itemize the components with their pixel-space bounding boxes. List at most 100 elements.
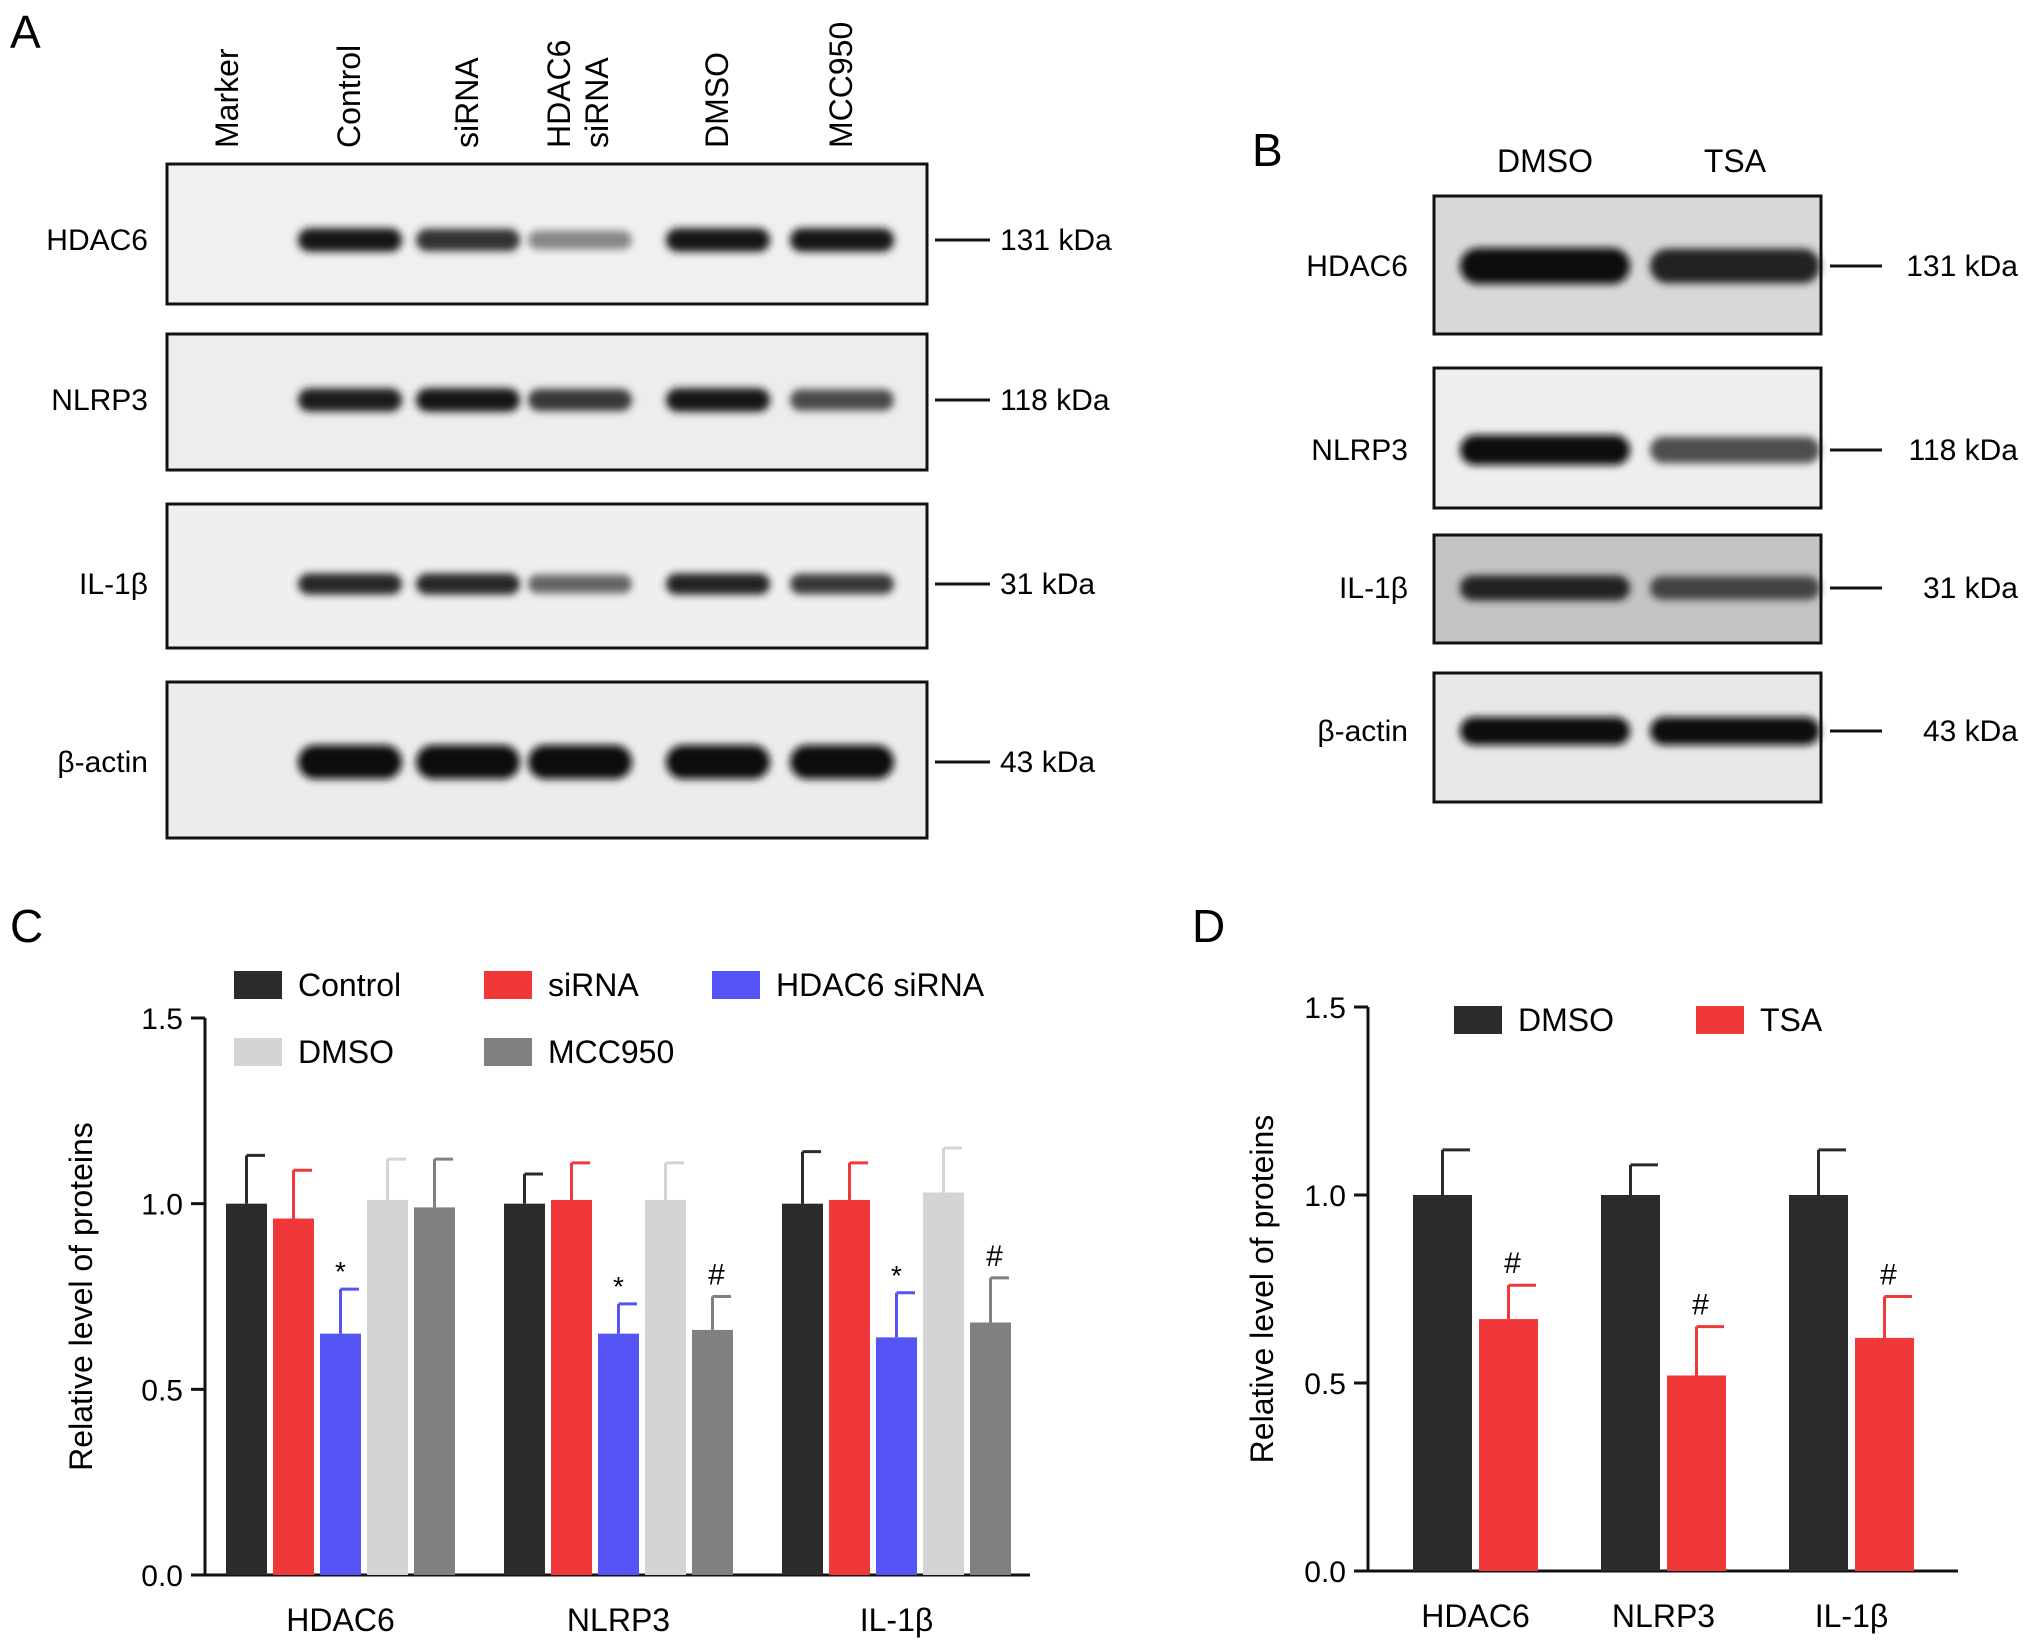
category-label: HDAC6 <box>1421 1598 1529 1634</box>
band <box>666 573 770 595</box>
protein-label: HDAC6 <box>46 224 148 257</box>
blot-2: IL-1β 31 kDa <box>1339 533 2018 645</box>
legend-label: DMSO <box>1518 1002 1614 1038</box>
blot-frame <box>165 162 929 306</box>
blot-frame <box>1432 366 1823 510</box>
band <box>1650 717 1820 745</box>
band <box>790 745 894 779</box>
category-label: IL-1β <box>1815 1598 1889 1634</box>
significance-mark: * <box>891 1260 902 1291</box>
blot-frame <box>1432 671 1823 804</box>
y-tick-label: 1.5 <box>1304 992 1346 1025</box>
bar <box>598 1333 639 1575</box>
bar <box>367 1199 408 1575</box>
kda-label: 131 kDa <box>1906 250 2018 283</box>
blot-frame <box>1432 194 1823 336</box>
blot-frame <box>1432 533 1823 645</box>
kda-label: 118 kDa <box>1000 384 1110 417</box>
panel-b: B DMSO TSA HDAC6 131 kDa NLRP3 118 kDa IL-1β 31… <box>1252 124 2018 804</box>
protein-label: NLRP3 <box>1311 434 1408 467</box>
blot-0: HDAC6 131 kDa <box>1306 194 2018 336</box>
category-label: IL-1β <box>860 1602 934 1638</box>
protein-label: NLRP3 <box>51 384 148 417</box>
band <box>416 228 520 252</box>
bar <box>273 1218 314 1575</box>
lane-label: siRNA <box>579 57 615 148</box>
blot-3: β-actin 43 kDa <box>57 680 1095 840</box>
bar <box>1667 1375 1726 1571</box>
band <box>416 573 520 595</box>
protein-label: β-actin <box>57 746 148 779</box>
bar <box>226 1203 267 1575</box>
panel-a: A Marker Control siRNA HDAC6 siRNA DMSO MCC950… <box>10 6 1112 840</box>
blot-frame <box>165 332 929 472</box>
lane-label: Control <box>331 45 367 148</box>
legend-label: MCC950 <box>548 1034 674 1070</box>
panel-d-letter: D <box>1192 900 1225 952</box>
kda-label: 43 kDa <box>1923 715 2018 748</box>
bar <box>1789 1195 1848 1571</box>
legend-label: TSA <box>1760 1002 1823 1038</box>
bar <box>970 1322 1011 1575</box>
protein-label: β-actin <box>1317 715 1408 748</box>
y-tick-label: 0.5 <box>1304 1368 1346 1401</box>
legend-swatch <box>234 971 282 999</box>
legend-swatch <box>712 971 760 999</box>
lane-label: DMSO <box>699 52 735 148</box>
blot-frame <box>165 680 929 840</box>
significance-mark: # <box>1692 1289 1709 1322</box>
significance-mark: # <box>1880 1259 1897 1292</box>
band <box>790 389 894 411</box>
legend-swatch <box>1696 1006 1744 1034</box>
blot-1: NLRP3 118 kDa <box>51 332 1110 472</box>
significance-mark: * <box>613 1271 624 1302</box>
band <box>790 573 894 595</box>
blot-0: HDAC6 131 kDa <box>46 162 1112 306</box>
band <box>298 228 402 252</box>
kda-label: 31 kDa <box>1923 572 2018 605</box>
bar <box>782 1203 823 1575</box>
band <box>298 745 402 779</box>
bar <box>1601 1195 1660 1571</box>
y-tick-label: 1.0 <box>1304 1180 1346 1213</box>
kda-label: 131 kDa <box>1000 224 1112 257</box>
legend-label: DMSO <box>298 1034 394 1070</box>
band <box>1650 436 1820 464</box>
y-tick-label: 0.0 <box>1304 1556 1346 1589</box>
lane-label: Marker <box>209 48 245 148</box>
bar <box>645 1199 686 1575</box>
blot-frame <box>165 502 929 650</box>
band <box>528 388 632 412</box>
bar <box>1479 1319 1538 1571</box>
legend-swatch <box>484 971 532 999</box>
significance-mark: # <box>708 1259 725 1292</box>
bar <box>1413 1195 1472 1571</box>
significance-mark: # <box>1504 1247 1521 1280</box>
lane-label: MCC950 <box>823 22 859 148</box>
bar <box>876 1337 917 1575</box>
significance-mark: * <box>335 1256 346 1287</box>
lane-label: HDAC6 <box>541 40 577 148</box>
y-axis-label: Relative level of proteins <box>1244 1115 1280 1464</box>
panel-c: C 0.0 0.5 1.0 1.5 Relative level of proteins… <box>10 900 1030 1638</box>
kda-label: 118 kDa <box>1908 434 2018 467</box>
y-tick-label: 0.5 <box>141 1374 183 1407</box>
significance-mark: # <box>986 1240 1003 1273</box>
legend-swatch <box>484 1038 532 1066</box>
band <box>666 388 770 412</box>
band <box>666 228 770 252</box>
kda-label: 31 kDa <box>1000 568 1095 601</box>
band <box>1460 248 1630 284</box>
band <box>416 388 520 412</box>
bar <box>829 1199 870 1575</box>
legend-label: HDAC6 siRNA <box>776 967 985 1003</box>
band <box>1650 248 1820 284</box>
y-tick-label: 1.5 <box>141 1003 183 1036</box>
bar <box>1855 1337 1914 1571</box>
band <box>1460 717 1630 745</box>
panel-d: D 0.0 0.5 1.0 1.5 Relative level of proteins… <box>1192 900 1958 1634</box>
legend-label: Control <box>298 967 401 1003</box>
panel-b-letter: B <box>1252 124 1283 176</box>
bar <box>320 1333 361 1575</box>
